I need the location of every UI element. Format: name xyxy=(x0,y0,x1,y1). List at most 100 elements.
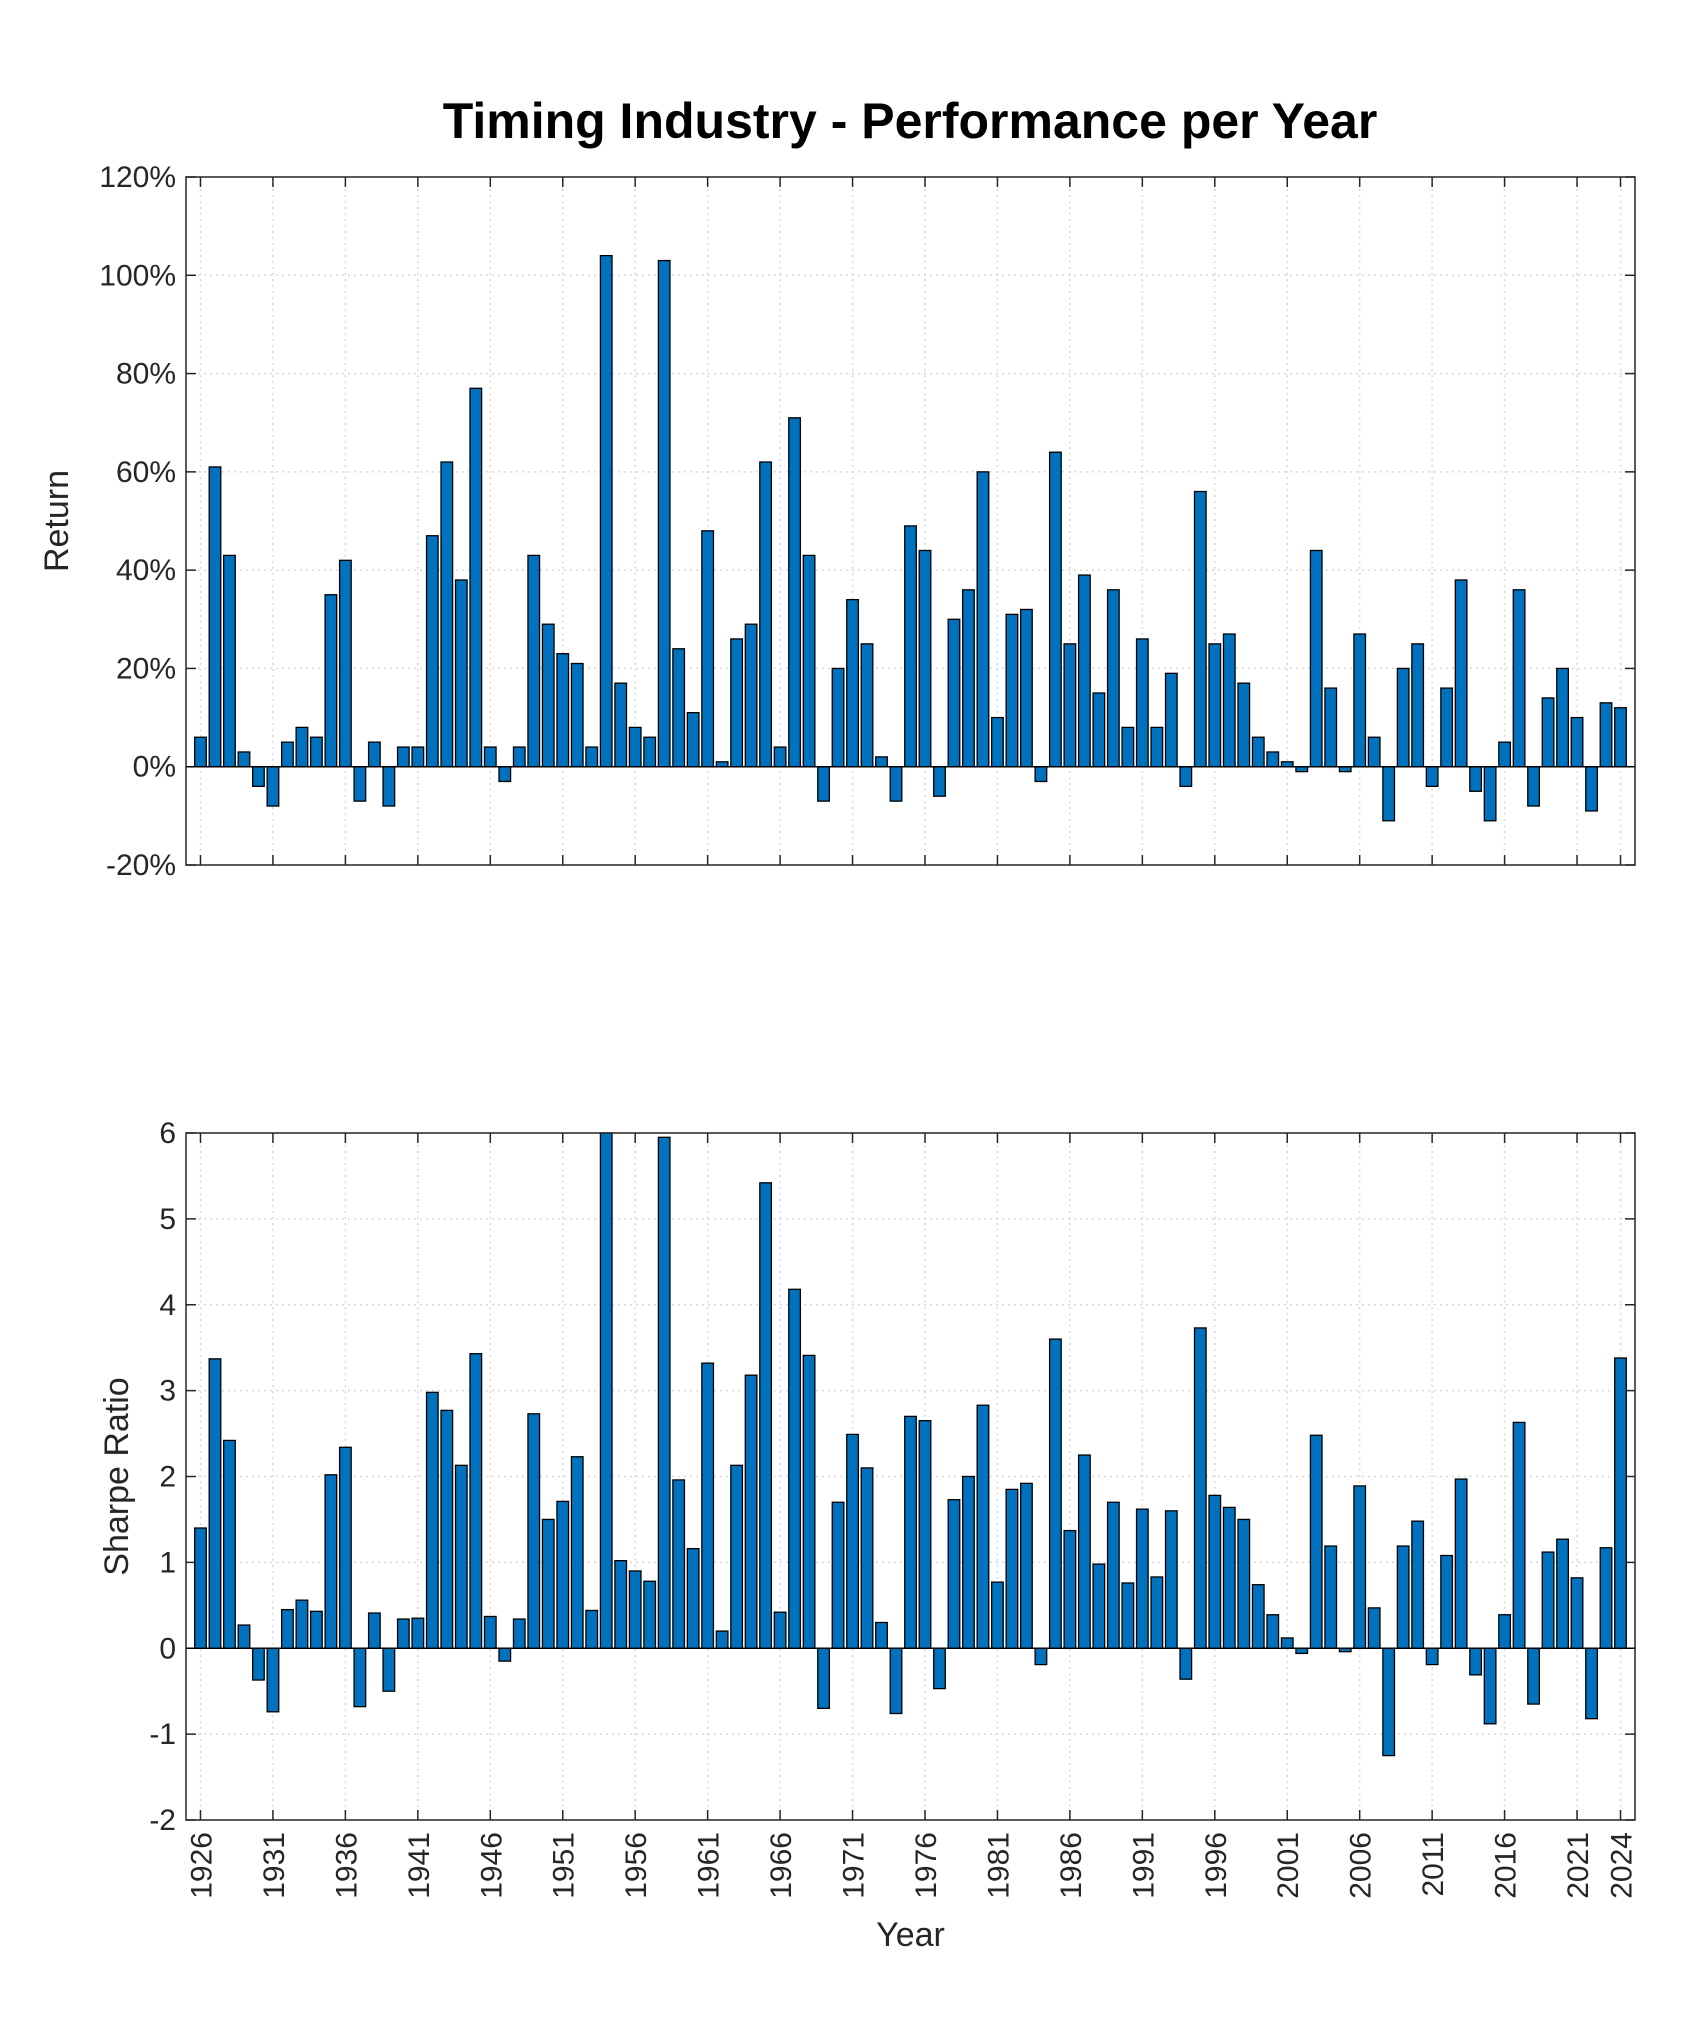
x-tick-label: 2016 xyxy=(1490,1832,1523,1899)
bar xyxy=(1019,1482,1033,1649)
bar xyxy=(1556,1538,1569,1649)
bar xyxy=(1106,589,1120,768)
bar xyxy=(875,756,888,768)
bar xyxy=(1164,672,1178,768)
bar xyxy=(1469,766,1483,792)
bar xyxy=(1121,726,1135,768)
bar xyxy=(585,1609,599,1649)
bar xyxy=(570,1456,584,1649)
x-tick-label: 2001 xyxy=(1272,1832,1305,1899)
bar xyxy=(875,1621,888,1649)
bar xyxy=(512,1618,526,1649)
bar xyxy=(1585,766,1598,812)
bar xyxy=(324,1474,338,1649)
y-tick-label: 6 xyxy=(159,1117,176,1150)
bar xyxy=(1106,1501,1120,1649)
bar xyxy=(990,1581,1004,1649)
bar xyxy=(266,1647,280,1713)
bar xyxy=(1324,687,1338,768)
x-tick-label: 1976 xyxy=(910,1832,943,1899)
bar xyxy=(396,746,410,768)
bar xyxy=(498,1647,512,1662)
bar xyxy=(527,554,541,768)
bar xyxy=(309,736,323,768)
bar xyxy=(1208,643,1222,768)
bar xyxy=(904,525,917,768)
x-tick-label: 2006 xyxy=(1345,1832,1378,1899)
bar xyxy=(1237,1518,1251,1649)
bar xyxy=(208,466,222,768)
x-tick-label: 1971 xyxy=(838,1832,871,1899)
bar xyxy=(686,1547,700,1649)
bar xyxy=(382,766,396,807)
y-tick-label: 4 xyxy=(159,1289,176,1322)
bar xyxy=(933,766,946,797)
y-tick-label: 80% xyxy=(116,358,176,391)
bar xyxy=(976,1404,990,1649)
bar xyxy=(1164,1510,1178,1649)
bar xyxy=(614,682,628,768)
bar xyxy=(425,535,439,768)
bar xyxy=(1367,736,1381,768)
bar xyxy=(1440,687,1454,768)
y-tick-label: 120% xyxy=(99,161,176,194)
bar xyxy=(396,1618,410,1649)
y-tick-label: 60% xyxy=(116,456,176,489)
y-tick-label: 0 xyxy=(159,1632,176,1665)
bar xyxy=(1599,702,1613,768)
bar xyxy=(1179,766,1193,788)
bar xyxy=(382,1647,396,1692)
bar xyxy=(411,746,425,768)
x-tick-label: 2021 xyxy=(1562,1832,1595,1899)
bar xyxy=(990,716,1004,768)
bar xyxy=(962,1475,975,1649)
bar xyxy=(1454,1478,1468,1649)
bar xyxy=(353,1647,367,1708)
bar xyxy=(541,623,555,768)
x-axis-label: Year xyxy=(876,1916,945,1954)
bar xyxy=(208,1358,222,1649)
bar xyxy=(1295,1647,1309,1655)
bar xyxy=(1498,741,1512,768)
bar xyxy=(223,1439,236,1649)
bar xyxy=(454,579,468,768)
bar xyxy=(1599,1547,1613,1649)
x-tick-label: 1941 xyxy=(403,1832,436,1899)
bar xyxy=(1382,766,1396,822)
y-tick-label: 2 xyxy=(159,1461,176,1494)
bar xyxy=(1193,1327,1207,1649)
bar xyxy=(1570,1577,1584,1649)
y-tick-label: 100% xyxy=(99,259,176,292)
x-tick-label: 1931 xyxy=(258,1832,291,1899)
bar xyxy=(1251,736,1265,768)
bar xyxy=(599,254,613,768)
bar xyxy=(759,1182,773,1649)
bar xyxy=(1019,608,1033,768)
bar xyxy=(1585,1647,1598,1720)
bar xyxy=(367,741,381,768)
bar xyxy=(1048,1338,1062,1649)
bar xyxy=(1411,643,1425,768)
bar xyxy=(512,746,526,768)
bar xyxy=(947,1499,961,1649)
bar xyxy=(1048,451,1062,768)
bar xyxy=(802,554,816,768)
bar xyxy=(1121,1582,1135,1649)
bar xyxy=(1150,1576,1164,1649)
bar xyxy=(194,1527,207,1649)
bar xyxy=(715,1630,729,1649)
bar xyxy=(194,736,207,768)
bar xyxy=(788,417,802,768)
bar xyxy=(411,1617,425,1649)
bar xyxy=(1324,1545,1338,1649)
bar xyxy=(1469,1647,1483,1676)
x-tick-label: 1936 xyxy=(330,1832,363,1899)
bar xyxy=(846,1433,859,1649)
bar xyxy=(1556,667,1569,768)
bar xyxy=(643,736,657,768)
bar xyxy=(338,1446,352,1649)
bar xyxy=(701,1362,715,1649)
bar xyxy=(831,1501,845,1649)
axes-box xyxy=(185,176,1636,866)
bar xyxy=(1063,1529,1077,1649)
